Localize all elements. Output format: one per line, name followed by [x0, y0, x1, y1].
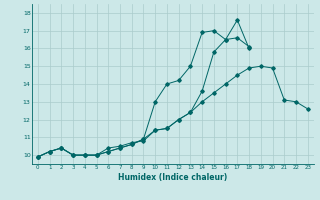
X-axis label: Humidex (Indice chaleur): Humidex (Indice chaleur): [118, 173, 228, 182]
